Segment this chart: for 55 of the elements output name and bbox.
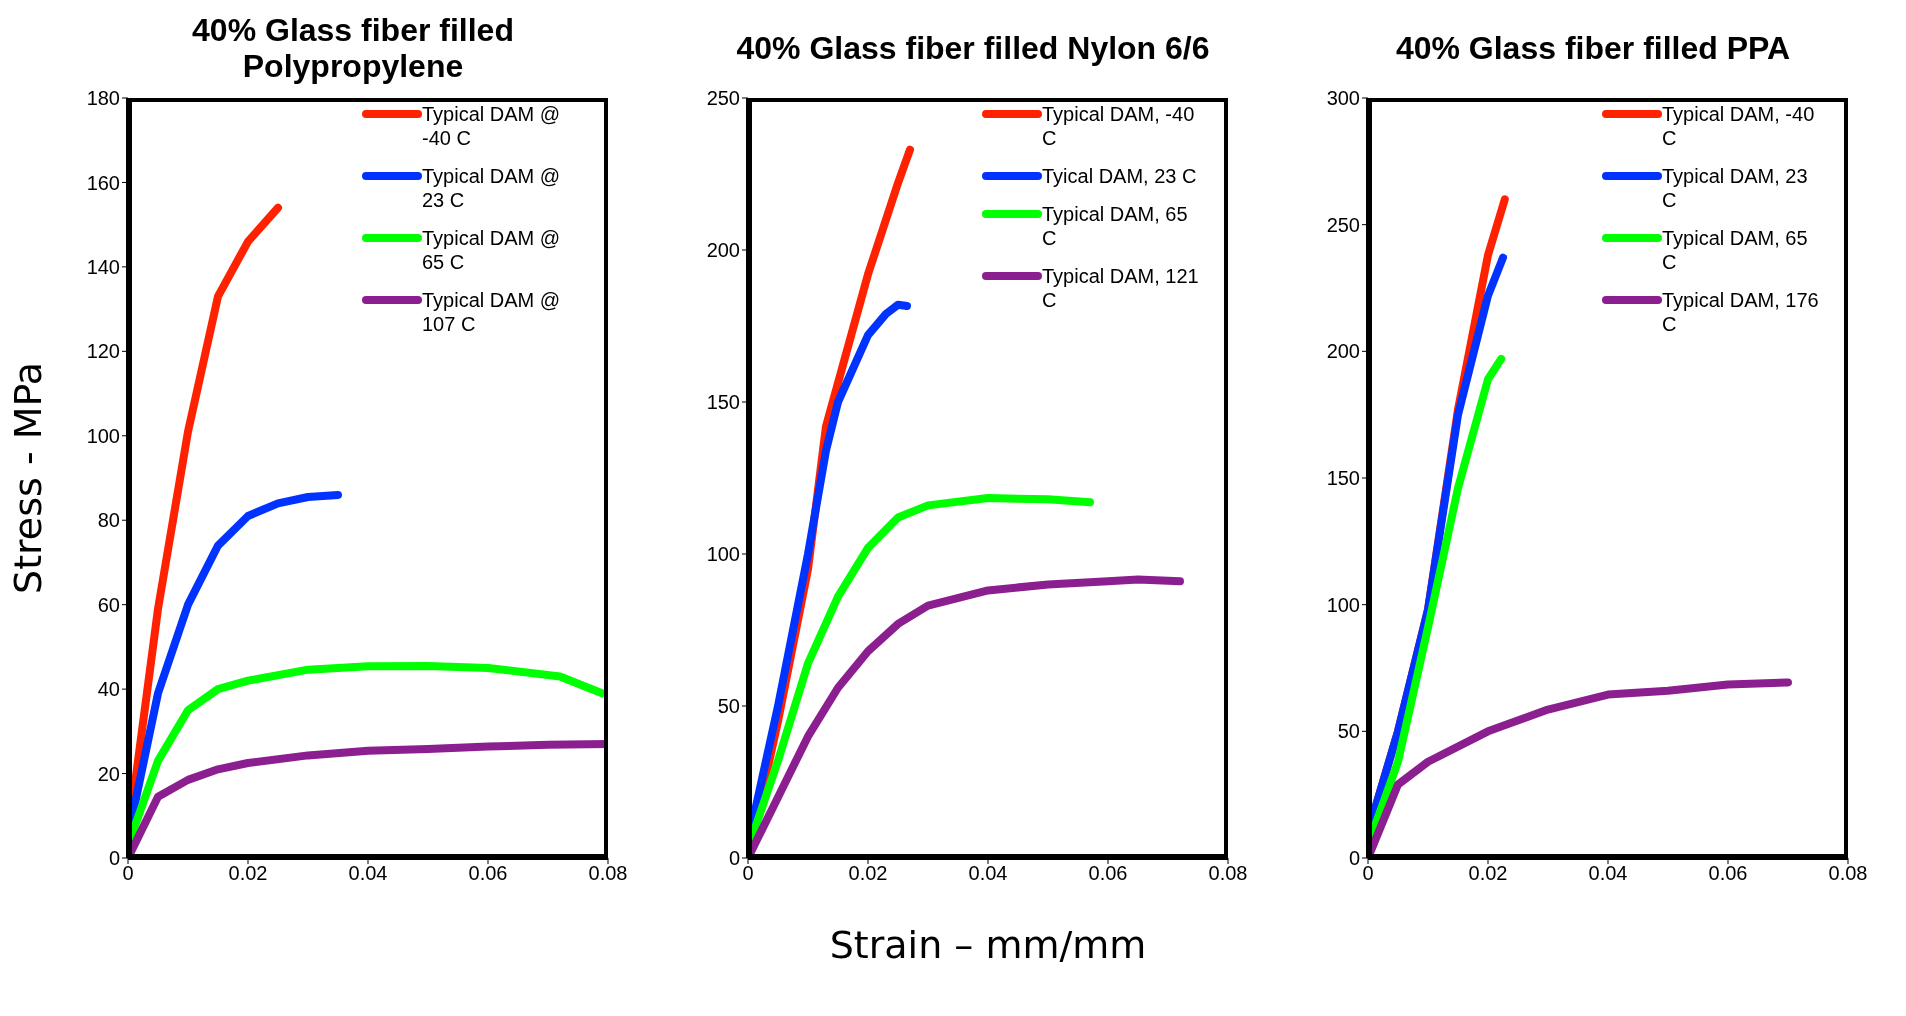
legend-label: Typical DAM @ -40 C (422, 102, 562, 150)
y-tick-label: 200 (1326, 340, 1360, 363)
x-tick-label: 0 (742, 862, 754, 885)
legend-label: Typical DAM, -40 C (1042, 102, 1196, 150)
legend-label: Typical DAM @ 23 C (422, 164, 562, 212)
y-tick-label: 100 (706, 543, 740, 566)
legend-label: Typical DAM, 65 C (1042, 202, 1189, 250)
legend-label: Typical DAM @ 107 C (422, 288, 562, 336)
y-tick-label: 300 (1326, 87, 1360, 110)
legend-label: Typical DAM @ 65 C (422, 226, 562, 274)
y-tick-label: 0 (728, 847, 740, 870)
x-tick-label: 0.08 (1828, 862, 1868, 885)
y-tick-label: 150 (706, 391, 740, 414)
y-tick-label: 0 (1348, 847, 1360, 870)
x-tick-label: 0.02 (1468, 862, 1508, 885)
y-tick-label: 40 (97, 678, 120, 701)
y-tick-label: 120 (86, 340, 120, 363)
y-tick-label: 0 (108, 847, 120, 870)
y-tick-label: 100 (86, 424, 120, 447)
x-axis-title: Strain – mm/mm (829, 923, 1147, 967)
x-tick-label: 0.04 (348, 862, 388, 885)
legend-label: Typical DAM, -40 C (1662, 102, 1816, 150)
x-tick-label: 0.06 (1708, 862, 1748, 885)
y-tick-label: 20 (97, 762, 120, 785)
legend-label: Typical DAM, 176 C (1662, 288, 1820, 336)
y-tick-label: 160 (86, 171, 120, 194)
y-tick-label: 200 (706, 239, 740, 262)
legend-label: Typical DAM, 121 C (1042, 264, 1200, 312)
x-tick-label: 0.04 (968, 862, 1008, 885)
x-tick-label: 0 (1362, 862, 1374, 885)
y-tick-label: 100 (1326, 593, 1360, 616)
chart-title: 40% Glass fiber filled PPA (1395, 30, 1791, 66)
x-tick-label: 0.04 (1588, 862, 1628, 885)
y-tick-label: 50 (1337, 720, 1360, 743)
y-tick-label: 80 (97, 509, 120, 532)
x-tick-label: 0.06 (1088, 862, 1128, 885)
chart-title: 40% Glass fiber filled Nylon 6/6 (736, 30, 1210, 66)
y-tick-label: 150 (1326, 467, 1360, 490)
y-tick-label: 250 (706, 87, 740, 110)
x-tick-label: 0.08 (588, 862, 628, 885)
y-axis-title: Stress - MPa (6, 362, 51, 594)
x-tick-label: 0.06 (468, 862, 508, 885)
x-tick-label: 0.02 (848, 862, 888, 885)
legend-label: Tyical DAM, 23 C (1042, 164, 1198, 188)
legend-label: Typical DAM, 23 C (1662, 164, 1809, 212)
x-tick-label: 0.02 (228, 862, 268, 885)
y-tick-label: 140 (86, 255, 120, 278)
chart-title: 40% Glass fiber filled Polypropylene (191, 12, 515, 84)
y-tick-label: 180 (86, 87, 120, 110)
y-tick-label: 50 (717, 695, 740, 718)
x-tick-label: 0 (122, 862, 134, 885)
x-tick-label: 0.08 (1208, 862, 1248, 885)
y-tick-label: 60 (97, 593, 120, 616)
y-tick-label: 250 (1326, 213, 1360, 236)
legend-label: Typical DAM, 65 C (1662, 226, 1809, 274)
